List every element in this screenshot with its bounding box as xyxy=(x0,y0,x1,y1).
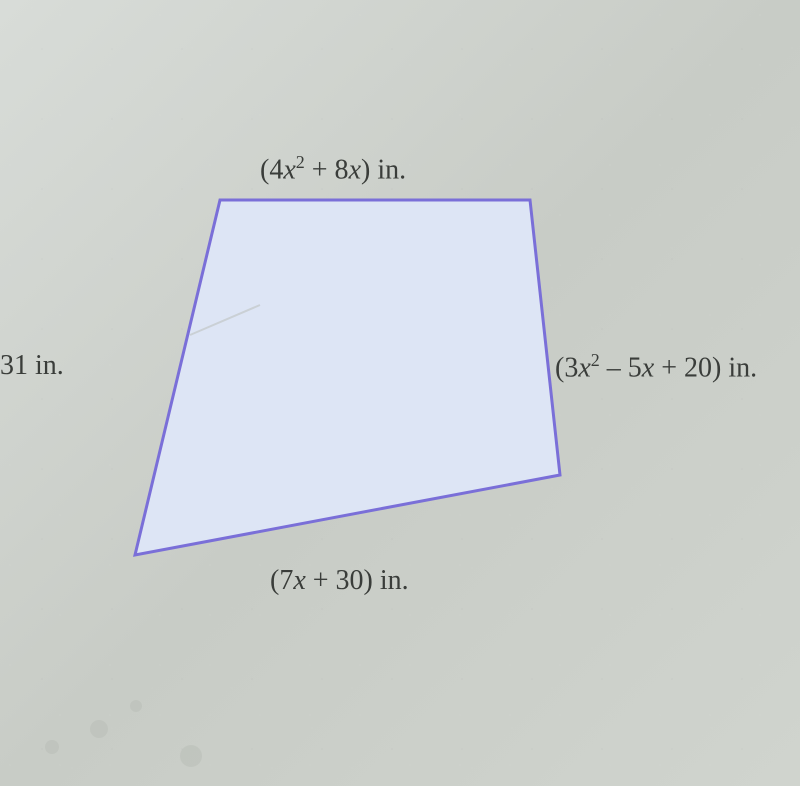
quadrilateral-shape xyxy=(0,0,800,786)
label-text: (7 xyxy=(270,565,293,596)
top-side-label: (4x2 + 8x) in. xyxy=(260,152,406,186)
label-text: (4 xyxy=(260,154,283,185)
left-side-label: 31 in. xyxy=(0,350,64,382)
label-text: 31 in. xyxy=(0,350,64,381)
label-text: (3 xyxy=(555,352,578,383)
geometry-diagram: (4x2 + 8x) in. 31 in. (3x2 – 5x + 20) in… xyxy=(0,0,800,786)
right-side-label: (3x2 – 5x + 20) in. xyxy=(555,350,757,384)
bottom-side-label: (7x + 30) in. xyxy=(270,565,409,597)
